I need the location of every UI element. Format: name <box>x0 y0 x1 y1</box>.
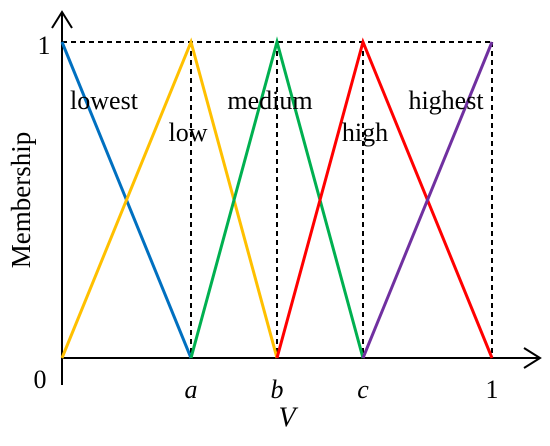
x-tick-label: a <box>185 375 198 404</box>
x-tick-label: b <box>271 375 284 404</box>
series-label: medium <box>227 86 312 115</box>
x-tick-label: c <box>357 375 369 404</box>
series-label: high <box>342 118 388 147</box>
series-line <box>60 37 279 359</box>
series-label: lowest <box>70 86 139 115</box>
series-label: low <box>169 118 208 147</box>
series-label: highest <box>408 86 484 115</box>
y-tick-label: 0 <box>34 365 47 394</box>
series-line <box>189 36 365 359</box>
series-line <box>361 41 494 359</box>
series-line <box>275 37 494 359</box>
x-axis-title: V <box>278 402 298 433</box>
x-axis-arrow <box>523 347 542 369</box>
x-tick-label: 1 <box>486 375 499 404</box>
y-axis-arrow <box>51 10 73 29</box>
y-axis-title: Membership <box>6 132 36 268</box>
y-tick-label: 1 <box>38 31 51 60</box>
